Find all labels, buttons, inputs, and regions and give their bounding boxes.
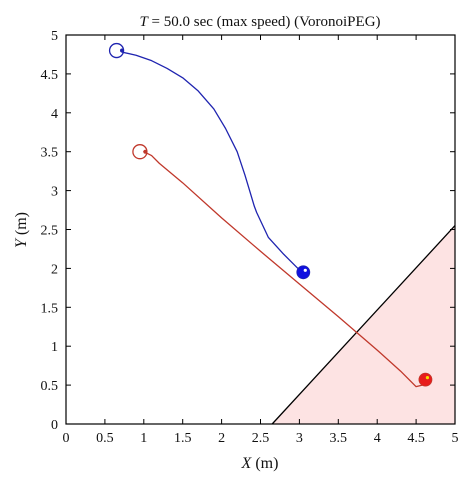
x-axis-ticks: 0 0.5 1 1.5 2 2.5 3 3.5 4 4.5 5 bbox=[63, 35, 459, 446]
end-highlight-2 bbox=[425, 376, 430, 380]
x-tick-label: 0 bbox=[63, 431, 70, 446]
x-tick-label: 5 bbox=[452, 431, 459, 446]
x-tick-label: 2.5 bbox=[252, 431, 270, 446]
x-tick-label: 2 bbox=[218, 431, 225, 446]
y-axis-label: Y (m) bbox=[13, 212, 30, 248]
y-tick-label: 1 bbox=[51, 340, 58, 355]
x-tick-label: 1 bbox=[140, 431, 147, 446]
region-boundary-line bbox=[271, 225, 456, 425]
y-tick-label: 2.5 bbox=[41, 224, 59, 239]
end-marker-2 bbox=[418, 372, 433, 387]
chart-title: T = 50.0 sec (max speed) (VoronoiPEG) bbox=[139, 14, 380, 30]
x-tick-label: 4.5 bbox=[407, 431, 425, 446]
start-dot-1 bbox=[120, 48, 125, 53]
plot-area bbox=[108, 42, 456, 425]
y-tick-label: 3.5 bbox=[41, 146, 59, 161]
x-tick-label: 0.5 bbox=[96, 431, 114, 446]
y-tick-label: 3 bbox=[51, 185, 58, 200]
x-axis-label: X (m) bbox=[241, 455, 279, 472]
trajectory-line-1 bbox=[121, 50, 300, 271]
x-tick-label: 3 bbox=[296, 431, 303, 446]
start-dot-2 bbox=[143, 149, 148, 154]
y-tick-label: 2 bbox=[51, 262, 58, 277]
x-tick-label: 3.5 bbox=[330, 431, 348, 446]
end-highlight-1 bbox=[303, 268, 307, 272]
trajectory-line-2 bbox=[143, 151, 423, 388]
y-tick-label: 4 bbox=[51, 107, 58, 122]
x-tick-label: 4 bbox=[374, 431, 381, 446]
y-tick-label: 1.5 bbox=[41, 301, 59, 316]
x-tick-label: 1.5 bbox=[174, 431, 192, 446]
end-marker-1 bbox=[296, 265, 311, 280]
y-tick-label: 0.5 bbox=[41, 379, 59, 394]
y-tick-label: 5 bbox=[51, 29, 58, 44]
y-tick-label: 0 bbox=[51, 418, 58, 433]
y-axis-ticks: 0 0.5 1 1.5 2 2.5 3 3.5 4 4.5 5 bbox=[41, 29, 455, 433]
y-tick-label: 4.5 bbox=[41, 68, 59, 83]
